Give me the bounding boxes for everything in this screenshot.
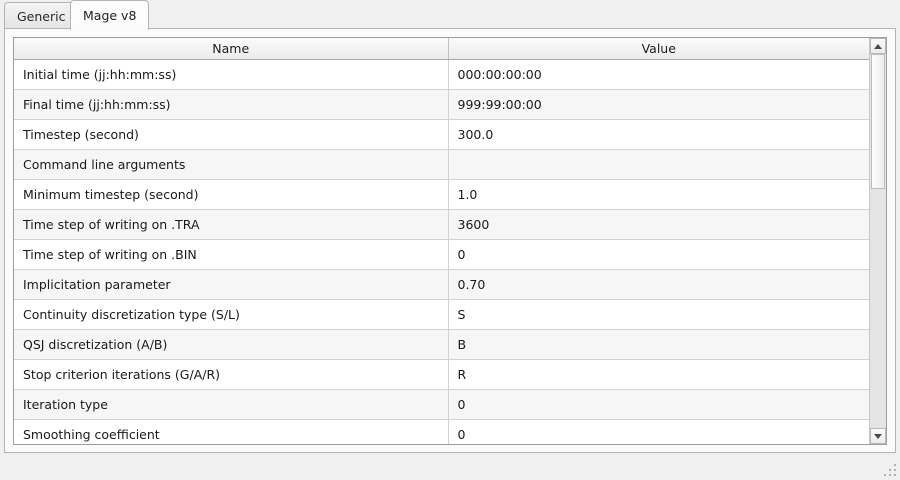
- cell-value[interactable]: B: [448, 329, 869, 360]
- tab-generic[interactable]: Generic: [4, 2, 79, 29]
- cell-name: Stop criterion iterations (G/A/R): [14, 359, 449, 390]
- properties-table: Name Value Initial time (jj:hh:mm:ss) 00…: [14, 38, 869, 444]
- cell-name: Time step of writing on .BIN: [14, 239, 449, 270]
- tab-mage-v8-label: Mage v8: [83, 8, 137, 23]
- cell-name: Command line arguments: [14, 149, 449, 180]
- scrollbar-track[interactable]: [870, 54, 886, 428]
- cell-value[interactable]: 1.0: [448, 179, 869, 210]
- cell-value[interactable]: R: [448, 359, 869, 390]
- table-row[interactable]: Smoothing coefficient 0: [14, 419, 869, 444]
- cell-value[interactable]: 000:00:00:00: [448, 59, 869, 90]
- table-row[interactable]: Minimum timestep (second) 1.0: [14, 179, 869, 210]
- cell-name: Timestep (second): [14, 119, 449, 150]
- cell-name: Smoothing coefficient: [14, 419, 449, 444]
- vertical-scrollbar[interactable]: [869, 38, 886, 444]
- column-header-name[interactable]: Name: [14, 38, 449, 60]
- tab-bar: Generic Mage v8: [0, 0, 900, 30]
- table-row[interactable]: QSJ discretization (A/B) B: [14, 329, 869, 360]
- scrollbar-thumb[interactable]: [871, 54, 885, 189]
- tab-mage-v8[interactable]: Mage v8: [70, 0, 150, 30]
- table-row[interactable]: Continuity discretization type (S/L) S: [14, 299, 869, 330]
- table-row[interactable]: Stop criterion iterations (G/A/R) R: [14, 359, 869, 390]
- table-row[interactable]: Initial time (jj:hh:mm:ss) 000:00:00:00: [14, 59, 869, 90]
- resize-grip-icon[interactable]: [884, 464, 897, 477]
- cell-name: Continuity discretization type (S/L): [14, 299, 449, 330]
- cell-name: Iteration type: [14, 389, 449, 420]
- cell-name: Minimum timestep (second): [14, 179, 449, 210]
- table-row[interactable]: Timestep (second) 300.0: [14, 119, 869, 150]
- cell-value[interactable]: S: [448, 299, 869, 330]
- cell-value[interactable]: 0: [448, 419, 869, 444]
- table-header: Name Value: [14, 38, 869, 60]
- cell-name: Implicitation parameter: [14, 269, 449, 300]
- tab-content-panel: Name Value Initial time (jj:hh:mm:ss) 00…: [4, 28, 896, 453]
- cell-name: Final time (jj:hh:mm:ss): [14, 89, 449, 120]
- table-row[interactable]: Implicitation parameter 0.70: [14, 269, 869, 300]
- cell-value[interactable]: [448, 149, 869, 180]
- cell-value[interactable]: 0.70: [448, 269, 869, 300]
- tab-generic-label: Generic: [17, 8, 66, 24]
- cell-name: QSJ discretization (A/B): [14, 329, 449, 360]
- scroll-down-button[interactable]: [870, 428, 886, 444]
- cell-value[interactable]: 3600: [448, 209, 869, 240]
- column-header-value[interactable]: Value: [448, 38, 869, 60]
- triangle-up-icon: [874, 43, 882, 49]
- table-row[interactable]: Time step of writing on .BIN 0: [14, 239, 869, 270]
- cell-value[interactable]: 0: [448, 239, 869, 270]
- scroll-up-button[interactable]: [870, 38, 886, 54]
- cell-value[interactable]: 0: [448, 389, 869, 420]
- table-row[interactable]: Time step of writing on .TRA 3600: [14, 209, 869, 240]
- triangle-down-icon: [874, 433, 882, 439]
- cell-name: Time step of writing on .TRA: [14, 209, 449, 240]
- table-row[interactable]: Final time (jj:hh:mm:ss) 999:99:00:00: [14, 89, 869, 120]
- cell-name: Initial time (jj:hh:mm:ss): [14, 59, 449, 90]
- table-body: Initial time (jj:hh:mm:ss) 000:00:00:00 …: [14, 59, 869, 444]
- table-row[interactable]: Iteration type 0: [14, 389, 869, 420]
- cell-value[interactable]: 300.0: [448, 119, 869, 150]
- properties-table-viewport: Name Value Initial time (jj:hh:mm:ss) 00…: [14, 38, 869, 444]
- table-row[interactable]: Command line arguments: [14, 149, 869, 180]
- cell-value[interactable]: 999:99:00:00: [448, 89, 869, 120]
- properties-scroll-pane: Name Value Initial time (jj:hh:mm:ss) 00…: [13, 37, 887, 445]
- table-header-row: Name Value: [14, 38, 869, 60]
